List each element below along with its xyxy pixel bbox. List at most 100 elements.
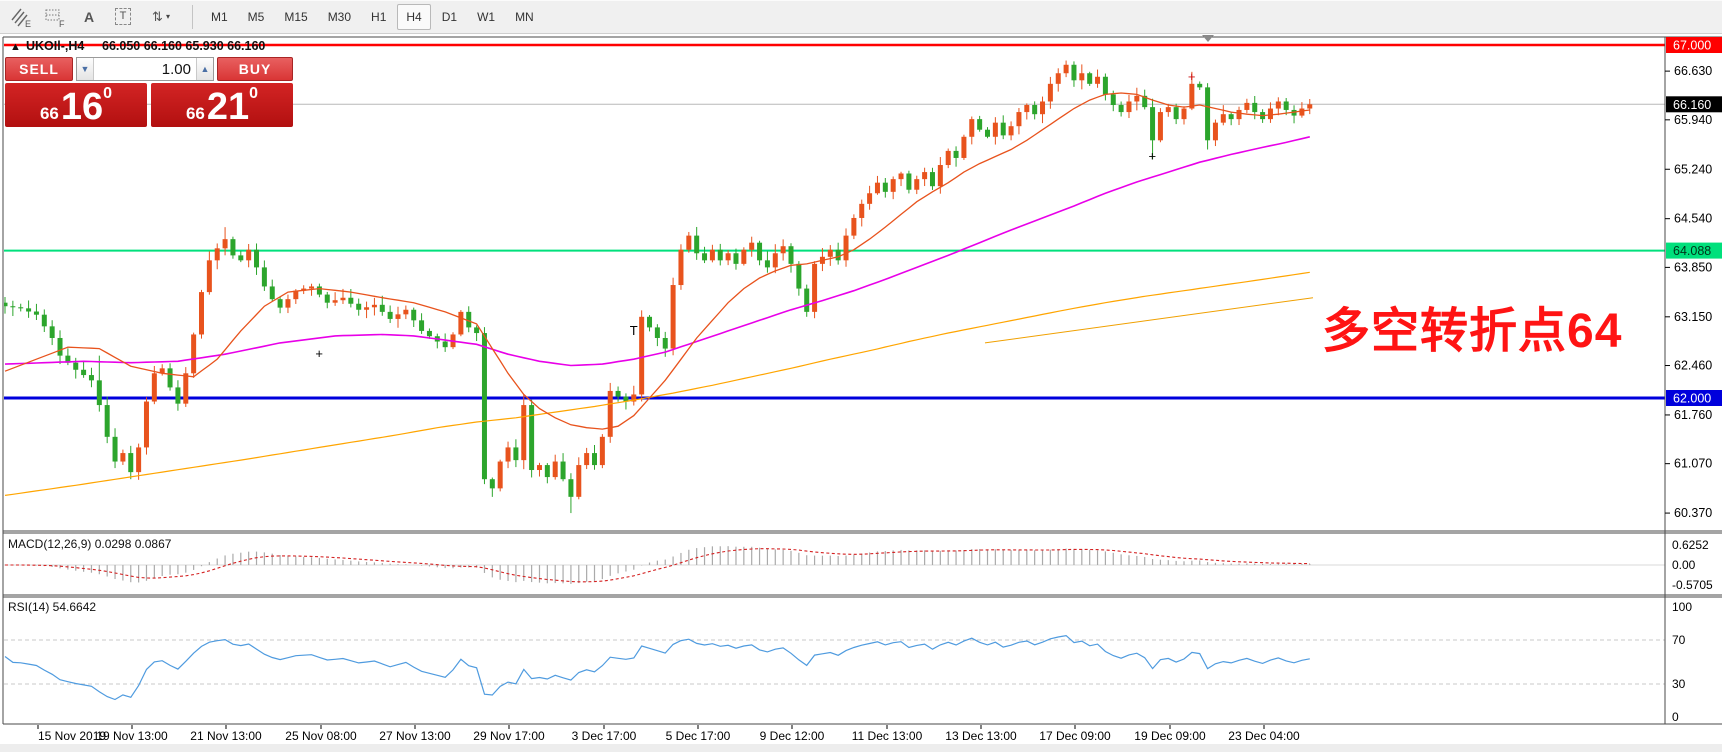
- tf-button-H4[interactable]: H4: [397, 3, 431, 30]
- candle-body: [945, 150, 951, 166]
- time-tick-label: 27 Nov 13:00: [379, 729, 451, 743]
- tf-button-M30[interactable]: M30: [319, 4, 360, 30]
- candle-body: [481, 333, 487, 480]
- time-tick-label: 19 Dec 09:00: [1134, 729, 1206, 743]
- candle-body: [977, 119, 983, 130]
- candle-body: [985, 129, 990, 137]
- candle-body: [254, 249, 260, 268]
- time-tick-label: 21 Nov 13:00: [190, 729, 262, 743]
- candle-body: [544, 465, 550, 478]
- candle-body: [631, 394, 637, 402]
- chevron-down-icon: ▾: [165, 12, 170, 21]
- price-badge-67.000: [1666, 37, 1722, 53]
- candle-body: [1063, 64, 1069, 74]
- ma-red-line: [4, 92, 1310, 430]
- candle-body: [466, 311, 472, 328]
- candle-body: [57, 337, 63, 356]
- rsi-line: [4, 634, 1310, 701]
- buy-button[interactable]: BUY: [217, 57, 293, 81]
- price-tick-label: 65.240: [1674, 162, 1712, 176]
- chinese-annotation[interactable]: 多空转折点64: [1322, 305, 1622, 358]
- tf-button-W1[interactable]: W1: [468, 4, 504, 30]
- sell-button[interactable]: SELL: [5, 57, 73, 81]
- toolbar-separator: [192, 4, 193, 29]
- chart-marker-+[interactable]: +: [1188, 69, 1196, 84]
- rsi-axis-label: 30: [1672, 677, 1686, 691]
- candle-body: [1040, 101, 1046, 115]
- sell-price-big: 16: [60, 86, 104, 128]
- candle-body: [686, 235, 692, 250]
- candle-body: [379, 304, 385, 312]
- tf-button-MN[interactable]: MN: [506, 4, 543, 30]
- tf-button-M5[interactable]: M5: [239, 4, 274, 30]
- sell-price-sup: 0: [103, 85, 113, 102]
- candle-body: [953, 150, 959, 158]
- tf-button-D1[interactable]: D1: [433, 4, 466, 30]
- rsi-pane[interactable]: [3, 597, 1722, 724]
- tf-button-M1[interactable]: M1: [202, 4, 237, 30]
- hatch-pattern-icon[interactable]: E: [5, 3, 37, 30]
- chart-marker-+[interactable]: +: [315, 346, 323, 361]
- price-tick-label: 63.850: [1674, 260, 1712, 274]
- candle-body: [261, 267, 267, 287]
- candle-body: [1291, 109, 1297, 116]
- volume-increase-icon[interactable]: ▲: [196, 58, 213, 80]
- chart-marker-+[interactable]: +: [1149, 149, 1157, 164]
- arrange-arrows-icon[interactable]: ⇅ ▾: [141, 3, 181, 30]
- volume-control: ▼ ▲: [76, 57, 214, 81]
- volume-input[interactable]: [94, 58, 196, 80]
- candle-body: [214, 248, 220, 261]
- candle-body: [88, 375, 94, 381]
- candle-body: [1275, 101, 1281, 109]
- ma-magenta-line: [4, 136, 1310, 367]
- candle-body: [725, 253, 731, 261]
- candle-body: [167, 368, 173, 388]
- text-box-icon[interactable]: T: [107, 3, 139, 30]
- time-axis-strip: [0, 725, 1722, 744]
- chart-shift-marker-icon[interactable]: [1202, 35, 1214, 42]
- candle-body: [914, 179, 920, 190]
- candle-body: [937, 165, 943, 187]
- grid-pattern-icon[interactable]: F: [39, 3, 71, 30]
- tf-button-H1[interactable]: H1: [362, 4, 395, 30]
- rsi-plot: [4, 634, 1665, 701]
- candle-body: [898, 173, 904, 180]
- candle-body: [1118, 105, 1124, 113]
- volume-decrease-icon[interactable]: ▼: [77, 58, 94, 80]
- horizontal-level-lines[interactable]: [4, 43, 1665, 400]
- buy-price-display[interactable]: 66 21 0: [151, 83, 293, 127]
- candle-body: [1016, 112, 1022, 127]
- candle-body: [796, 263, 802, 289]
- price-tick-label: 62.460: [1674, 359, 1712, 373]
- macd-pane[interactable]: [3, 533, 1722, 595]
- rsi-axis-label: 0: [1672, 710, 1679, 724]
- sell-price-display[interactable]: 66 16 0: [5, 83, 147, 127]
- candle-body: [757, 242, 763, 261]
- candle-body: [694, 235, 700, 254]
- pane-borders: [2, 36, 1722, 725]
- candle-body: [922, 172, 928, 180]
- candle-body: [136, 447, 142, 473]
- candle-body: [576, 465, 582, 497]
- rsi-axis-label: 100: [1672, 600, 1692, 614]
- trendline-object[interactable]: [984, 297, 1314, 344]
- candle-body: [65, 355, 71, 363]
- price-axis[interactable]: 66.630 65.940 65.240 64.540 63.850 63.150 62.4…: [1665, 37, 1722, 724]
- tf-button-M15[interactable]: M15: [275, 4, 316, 30]
- candle-body: [41, 314, 47, 327]
- chart-objects[interactable]: + T + +: [315, 69, 1314, 361]
- candle-body: [1228, 114, 1234, 120]
- candle-body: [599, 436, 605, 466]
- candle-body: [387, 311, 393, 319]
- candle-body: [301, 288, 307, 291]
- title-collapse-icon[interactable]: ▲: [10, 41, 21, 53]
- price-tick-label: 63.150: [1674, 310, 1712, 324]
- text-label-icon[interactable]: A: [73, 3, 105, 30]
- time-tick-label: 5 Dec 17:00: [666, 729, 731, 743]
- candle-body: [1047, 83, 1053, 102]
- price-tick-label: 61.070: [1674, 457, 1712, 471]
- chart-marker-T[interactable]: T: [630, 323, 638, 338]
- candle-body: [521, 405, 527, 461]
